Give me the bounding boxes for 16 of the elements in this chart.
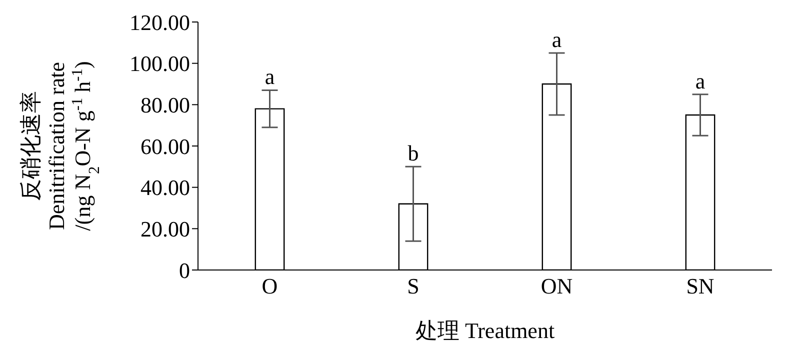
annotation: a bbox=[552, 27, 562, 52]
x-axis-title: 处理 Treatment bbox=[415, 318, 555, 343]
y-tick-label: 0 bbox=[179, 258, 190, 283]
y-tick-label: 100.00 bbox=[130, 51, 190, 76]
y-tick-label: 80.00 bbox=[140, 92, 190, 118]
y-tick-label: 20.00 bbox=[140, 216, 190, 242]
x-tick-label: S bbox=[407, 274, 420, 299]
x-tick-label: SN bbox=[686, 274, 714, 299]
y-tick-label: 120.00 bbox=[130, 10, 190, 35]
y-tick-label: 40.00 bbox=[140, 175, 190, 200]
x-tick-label: O bbox=[262, 274, 278, 299]
x-tick-label: ON bbox=[540, 274, 573, 299]
y-tick-label: 60.00 bbox=[140, 134, 190, 159]
annotation: a bbox=[695, 68, 706, 94]
annotation: a bbox=[264, 64, 275, 90]
annotation: b bbox=[408, 140, 419, 166]
